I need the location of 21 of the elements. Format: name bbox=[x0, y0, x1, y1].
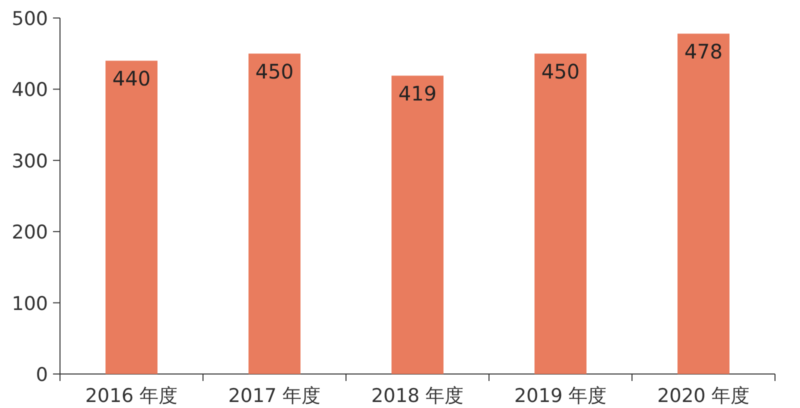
y-tick-label: 200 bbox=[12, 222, 48, 244]
x-tick-label: 2017 年度 bbox=[228, 385, 321, 407]
y-tick-label: 100 bbox=[12, 292, 48, 315]
y-tick-label: 500 bbox=[12, 8, 48, 30]
data-label: 450 bbox=[541, 60, 580, 84]
x-tick-label: 2019 年度 bbox=[514, 385, 607, 407]
bar bbox=[106, 60, 158, 374]
data-label: 419 bbox=[398, 82, 437, 106]
bar bbox=[678, 34, 730, 374]
y-tick-label: 300 bbox=[12, 150, 48, 172]
data-label: 440 bbox=[112, 66, 151, 91]
data-label: 450 bbox=[255, 60, 294, 84]
bar bbox=[392, 76, 444, 374]
bar bbox=[534, 54, 586, 374]
bar bbox=[248, 54, 300, 374]
x-tick-label: 2018 年度 bbox=[371, 385, 464, 407]
x-tick-label: 2016 年度 bbox=[85, 385, 178, 407]
y-tick-label: 0 bbox=[36, 364, 48, 386]
data-label: 478 bbox=[684, 40, 723, 64]
y-tick-label: 400 bbox=[12, 79, 48, 102]
x-tick-label: 2020 年度 bbox=[657, 385, 750, 407]
